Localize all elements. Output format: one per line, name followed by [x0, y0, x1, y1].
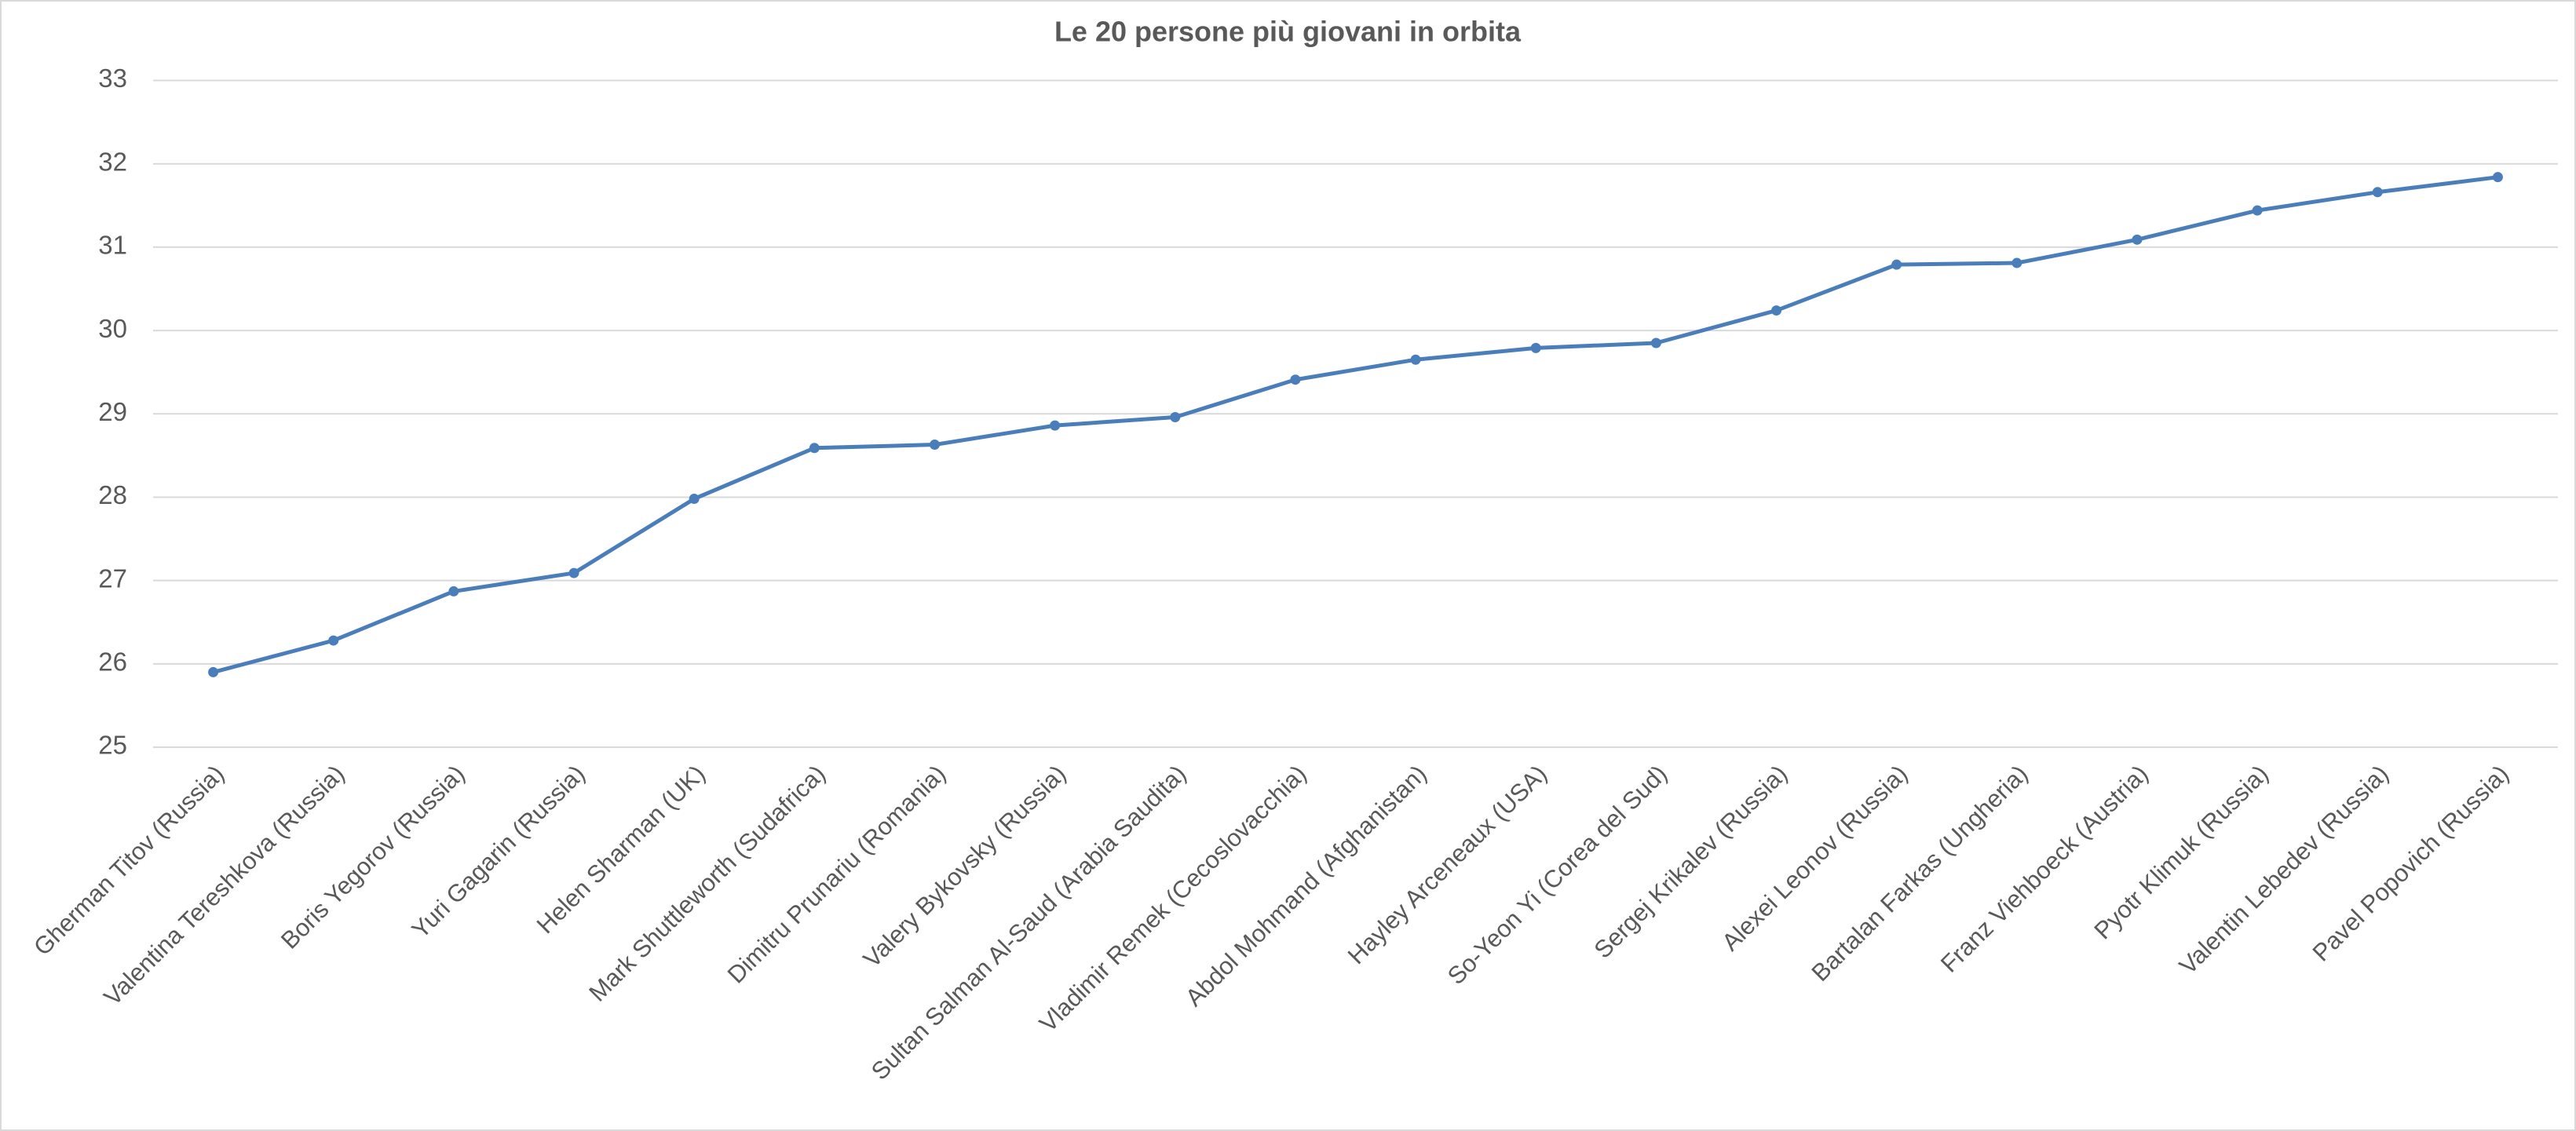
y-tick-label: 28: [98, 480, 127, 509]
data-point: [689, 494, 700, 505]
y-tick-label: 31: [98, 231, 127, 260]
data-point: [1891, 259, 1902, 270]
data-point: [929, 440, 940, 451]
data-point: [208, 666, 219, 677]
data-point: [1530, 342, 1541, 353]
data-point: [1410, 354, 1421, 365]
data-point: [1771, 305, 1782, 316]
data-point: [2492, 172, 2503, 183]
data-point: [1170, 411, 1181, 422]
y-tick-label: 27: [98, 564, 127, 593]
data-point: [1650, 337, 1661, 348]
y-tick-label: 26: [98, 648, 127, 677]
y-tick-label: 30: [98, 314, 127, 343]
data-point: [2011, 257, 2022, 268]
data-point: [2132, 234, 2143, 245]
data-point: [568, 567, 579, 578]
data-point: [2252, 205, 2263, 216]
data-point: [448, 586, 459, 597]
y-tick-label: 33: [98, 64, 127, 93]
y-tick-label: 25: [98, 731, 127, 760]
data-point: [1050, 420, 1061, 431]
data-point: [2372, 187, 2383, 198]
chart-title: Le 20 persone più giovani in orbita: [1054, 16, 1522, 48]
data-point: [809, 443, 820, 454]
y-tick-label: 29: [98, 397, 127, 426]
data-point: [328, 635, 339, 646]
y-tick-label: 32: [98, 147, 127, 176]
data-line: [212, 175, 2498, 674]
data-point: [1290, 374, 1301, 385]
